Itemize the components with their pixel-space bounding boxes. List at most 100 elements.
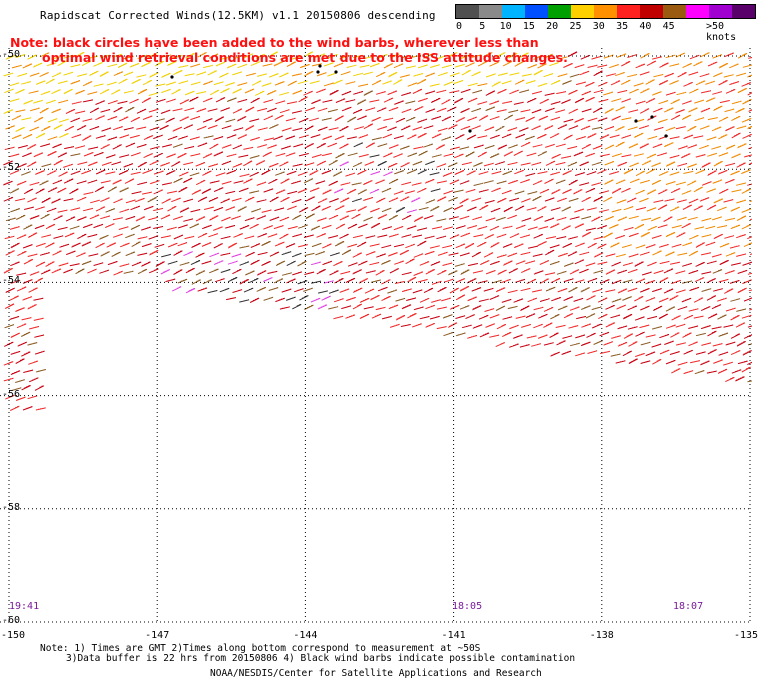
wind-barb: [41, 126, 51, 132]
wind-barb: [561, 155, 572, 159]
wind-barb: [243, 287, 254, 293]
wind-barb: [677, 252, 688, 256]
wind-barb: [621, 244, 632, 248]
wind-barb: [645, 79, 655, 85]
wind-barb: [339, 233, 349, 239]
wind-barb: [688, 198, 699, 204]
wind-barb: [249, 190, 260, 194]
wind-barb: [677, 306, 688, 311]
wind-barb: [617, 216, 628, 222]
wind-barb: [736, 125, 747, 130]
wind-barb: [322, 189, 332, 195]
wind-barb: [226, 97, 237, 102]
wind-barb: [699, 125, 710, 130]
wind-barb: [123, 270, 134, 274]
wind-barb: [189, 172, 200, 177]
wind-barb: [381, 279, 391, 285]
wind-barb: [531, 90, 542, 95]
wind-barb: [520, 305, 530, 312]
wind-barb: [683, 370, 694, 375]
wind-barb: [525, 116, 535, 123]
wind-barb: [393, 244, 404, 248]
wind-barb: [604, 161, 615, 166]
wind-barb: [454, 170, 465, 175]
wind-barb: [741, 366, 751, 373]
wind-barb: [472, 216, 483, 221]
wind-barb: [333, 261, 343, 267]
wind-barb: [130, 224, 141, 231]
wind-barb: [250, 243, 261, 248]
wind-barb: [249, 118, 260, 122]
wind-barb: [436, 163, 447, 168]
wind-barb: [633, 153, 644, 157]
wind-barb: [464, 243, 475, 249]
wind-barb: [58, 99, 69, 104]
wind-barb: [237, 206, 247, 212]
wind-barb: [95, 115, 105, 121]
wind-barb: [287, 226, 298, 230]
wind-barb: [233, 180, 244, 184]
wind-barb: [406, 169, 417, 174]
wind-barb: [69, 188, 79, 195]
wind-barb: [63, 54, 74, 59]
wind-barb: [16, 286, 27, 292]
wind-barb: [279, 92, 289, 96]
wind-barb: [574, 259, 585, 265]
wind-barb: [707, 170, 717, 176]
wind-barb: [29, 271, 40, 276]
wind-barb: [478, 189, 489, 193]
wind-barb: [173, 234, 184, 240]
wind-barb: [184, 235, 195, 240]
wind-barb: [669, 351, 680, 355]
wind-barb: [592, 323, 602, 329]
wind-barb: [3, 109, 14, 114]
wind-barb: [424, 178, 435, 184]
wind-barb: [658, 189, 668, 195]
wind-barb: [473, 182, 484, 186]
wind-barb: [177, 224, 188, 229]
wind-barb: [639, 125, 649, 130]
wind-barb: [178, 186, 188, 193]
wind-barb: [245, 106, 255, 113]
wind-barb: [99, 71, 109, 77]
wind-barb: [261, 169, 271, 176]
wind-barb: [737, 360, 748, 365]
wind-barb: [723, 361, 733, 366]
wind-barb: [106, 242, 117, 248]
wind-barb: [209, 180, 220, 184]
wind-barb: [453, 80, 464, 85]
wind-barb: [29, 215, 40, 220]
wind-barb: [365, 235, 376, 239]
wind-barb: [5, 287, 15, 293]
wind-barb: [443, 226, 453, 230]
wind-barb: [112, 53, 123, 58]
wind-barb: [501, 298, 512, 303]
wind-barb: [550, 80, 561, 85]
wind-barb: [401, 214, 412, 221]
wind-barb: [399, 249, 410, 256]
wind-barb: [587, 278, 598, 283]
wind-barb: [113, 71, 124, 77]
wind-barb: [16, 180, 27, 186]
wind-barb: [327, 109, 338, 113]
wind-barb: [669, 295, 679, 301]
wind-barb: [57, 209, 68, 213]
wind-barb: [341, 106, 352, 112]
wind-barb: [370, 222, 381, 229]
wind-barb: [292, 90, 303, 95]
wind-barb: [77, 233, 87, 240]
wind-barb: [597, 169, 607, 175]
wind-barb: [94, 186, 105, 193]
wind-barb: [107, 116, 118, 121]
wind-barb: [489, 295, 500, 300]
wind-barb: [172, 143, 183, 148]
wind-barb: [701, 234, 712, 238]
wind-barb: [736, 199, 747, 204]
wind-barb: [309, 80, 320, 84]
wind-barb: [328, 306, 339, 310]
wind-barb: [29, 182, 40, 186]
wind-barb: [209, 143, 219, 150]
wind-barb: [297, 260, 307, 267]
wind-barb: [723, 199, 734, 203]
wind-barb: [681, 114, 692, 121]
